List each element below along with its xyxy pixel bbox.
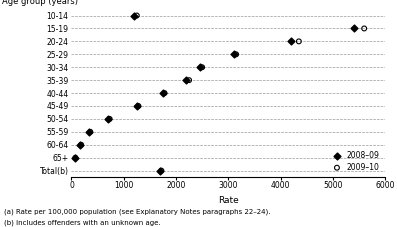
2009–10 bbox=[135, 104, 142, 108]
2009–10 bbox=[158, 169, 164, 173]
2008–09 bbox=[134, 104, 140, 108]
Text: (a) Rate per 100,000 population (see Explanatory Notes paragraphs 22–24).: (a) Rate per 100,000 population (see Exp… bbox=[4, 208, 270, 215]
2008–09 bbox=[160, 91, 166, 95]
2008–09 bbox=[183, 78, 190, 82]
2009–10 bbox=[186, 78, 192, 82]
2009–10 bbox=[161, 91, 168, 95]
2008–09 bbox=[288, 39, 294, 43]
2008–09 bbox=[72, 156, 78, 160]
2009–10 bbox=[233, 52, 239, 56]
2009–10 bbox=[106, 117, 113, 121]
2008–09 bbox=[230, 52, 237, 56]
2009–10 bbox=[361, 27, 367, 30]
2008–09 bbox=[157, 169, 164, 173]
2009–10 bbox=[87, 130, 93, 134]
2008–09 bbox=[351, 27, 357, 30]
2009–10 bbox=[72, 156, 79, 160]
2008–09 bbox=[105, 117, 111, 121]
Y-axis label: Age group (years): Age group (years) bbox=[2, 0, 79, 6]
Legend: 2008–09, 2009–10: 2008–09, 2009–10 bbox=[328, 150, 381, 173]
2009–10 bbox=[296, 39, 302, 43]
2009–10 bbox=[199, 65, 205, 69]
2008–09 bbox=[131, 14, 137, 17]
X-axis label: Rate: Rate bbox=[218, 196, 239, 205]
2008–09 bbox=[77, 143, 83, 147]
Text: (b) Includes offenders with an unknown age.: (b) Includes offenders with an unknown a… bbox=[4, 220, 161, 226]
2009–10 bbox=[78, 143, 84, 147]
2008–09 bbox=[86, 130, 93, 134]
2008–09 bbox=[197, 65, 203, 69]
2009–10 bbox=[134, 14, 140, 17]
